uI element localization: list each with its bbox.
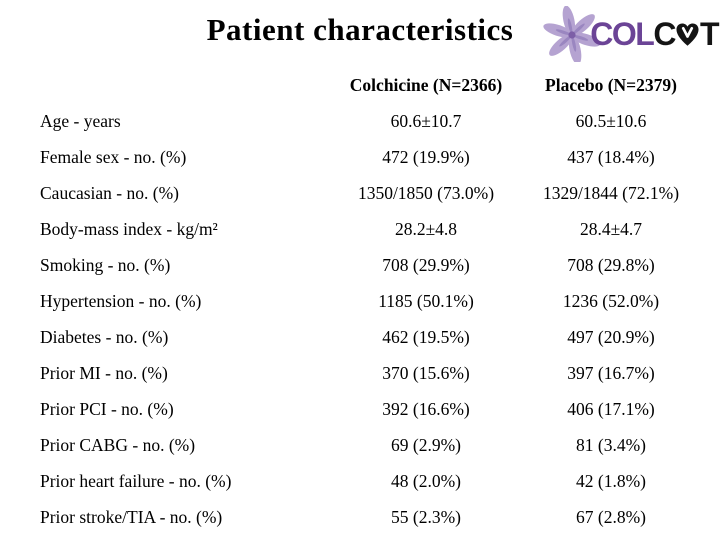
colcot-wordmark: COLC T	[590, 6, 720, 62]
table-row: Female sex - no. (%) 472 (19.9%) 437 (18…	[40, 139, 690, 175]
row-label: Age - years	[40, 110, 121, 131]
placebo-value: 1236 (52.0%)	[562, 290, 660, 311]
column-header-placebo: Placebo (N=2379)	[545, 75, 677, 95]
placebo-value: 1329/1844 (72.1%)	[542, 182, 680, 203]
logo-text-c: C	[653, 16, 676, 52]
table-header-row: Colchicine (N=2366) Placebo (N=2379)	[40, 68, 690, 103]
placebo-value: 81 (3.4%)	[576, 434, 646, 455]
logo-text-t: T	[699, 16, 720, 52]
colchicine-value: 1350/1850 (73.0%)	[357, 182, 495, 203]
heart-o-icon	[676, 23, 699, 46]
table-body: Age - years 60.6±10.7 60.5±10.6 Female s…	[40, 103, 690, 535]
table-row: Smoking - no. (%) 708 (29.9%) 708 (29.8%…	[40, 247, 690, 283]
row-label: Prior stroke/TIA - no. (%)	[40, 506, 223, 527]
column-header-empty	[40, 68, 320, 103]
placebo-value: 497 (20.9%)	[567, 326, 655, 347]
placebo-value: 67 (2.8%)	[576, 506, 646, 527]
placebo-value: 406 (17.1%)	[567, 398, 655, 419]
patient-characteristics-table-wrap: Colchicine (N=2366) Placebo (N=2379) Age…	[40, 68, 690, 535]
table-row: Prior stroke/TIA - no. (%) 55 (2.3%) 67 …	[40, 499, 690, 535]
table-row: Diabetes - no. (%) 462 (19.5%) 497 (20.9…	[40, 319, 690, 355]
colchicine-value: 472 (19.9%)	[382, 146, 470, 167]
colchicine-value: 28.2±4.8	[394, 218, 458, 239]
colchicine-value: 370 (15.6%)	[382, 362, 470, 383]
row-label: Hypertension - no. (%)	[40, 290, 202, 311]
placebo-value: 397 (16.7%)	[567, 362, 655, 383]
table-row: Prior heart failure - no. (%) 48 (2.0%) …	[40, 463, 690, 499]
colchicine-value: 55 (2.3%)	[391, 506, 461, 527]
row-label: Body-mass index - kg/m²	[40, 218, 218, 239]
row-label: Female sex - no. (%)	[40, 146, 187, 167]
placebo-value: 42 (1.8%)	[576, 470, 646, 491]
colchicum-flower-icon	[543, 6, 601, 62]
colchicine-value: 60.6±10.7	[390, 110, 462, 131]
logo-text-col: COL	[590, 16, 655, 52]
colchicine-value: 708 (29.9%)	[382, 254, 470, 275]
table-row: Prior CABG - no. (%) 69 (2.9%) 81 (3.4%)	[40, 427, 690, 463]
table-row: Prior MI - no. (%) 370 (15.6%) 397 (16.7…	[40, 355, 690, 391]
colchicine-value: 1185 (50.1%)	[378, 290, 474, 311]
table-row: Hypertension - no. (%) 1185 (50.1%) 1236…	[40, 283, 690, 319]
colchicine-value: 462 (19.5%)	[382, 326, 470, 347]
placebo-value: 60.5±10.6	[575, 110, 647, 131]
row-label: Prior CABG - no. (%)	[40, 434, 196, 455]
table-row: Caucasian - no. (%) 1350/1850 (73.0%) 13…	[40, 175, 690, 211]
table-row: Age - years 60.6±10.7 60.5±10.6	[40, 103, 690, 139]
colchicine-value: 48 (2.0%)	[391, 470, 461, 491]
colcot-logo: COLC T	[542, 6, 720, 62]
row-label: Diabetes - no. (%)	[40, 326, 169, 347]
row-label: Prior heart failure - no. (%)	[40, 470, 232, 491]
row-label: Prior MI - no. (%)	[40, 362, 168, 383]
row-label: Prior PCI - no. (%)	[40, 398, 174, 419]
colchicine-value: 392 (16.6%)	[382, 398, 470, 419]
page-title: Patient characteristics	[206, 12, 514, 47]
placebo-value: 708 (29.8%)	[567, 254, 655, 275]
table-row: Body-mass index - kg/m² 28.2±4.8 28.4±4.…	[40, 211, 690, 247]
colchicine-value: 69 (2.9%)	[391, 434, 461, 455]
patient-characteristics-table: Colchicine (N=2366) Placebo (N=2379) Age…	[40, 68, 690, 535]
row-label: Smoking - no. (%)	[40, 254, 171, 275]
column-header-colchicine: Colchicine (N=2366)	[349, 75, 503, 95]
placebo-value: 28.4±4.7	[579, 218, 643, 239]
placebo-value: 437 (18.4%)	[567, 146, 655, 167]
table-row: Prior PCI - no. (%) 392 (16.6%) 406 (17.…	[40, 391, 690, 427]
row-label: Caucasian - no. (%)	[40, 182, 179, 203]
